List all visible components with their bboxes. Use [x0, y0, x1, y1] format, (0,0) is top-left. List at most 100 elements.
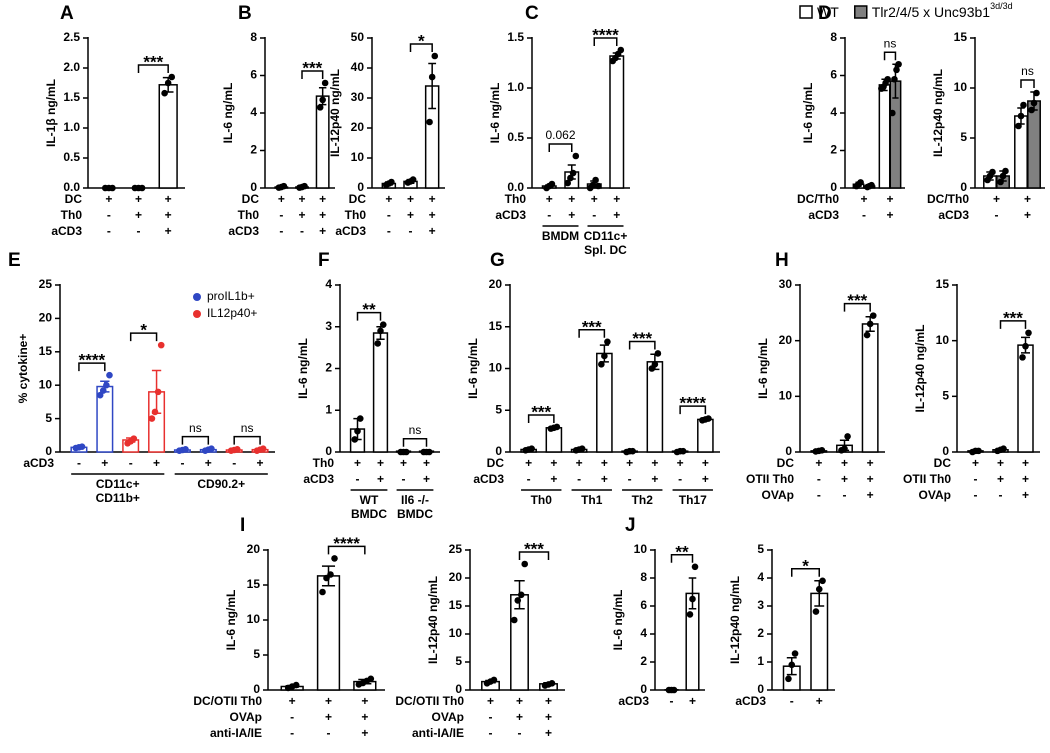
y-tick-label: 3 [757, 598, 764, 612]
significance-bracket [78, 362, 106, 372]
y-tick-label: 1.5 [507, 30, 524, 44]
legend-label: Tlr2/4/5 x Unc93b13d/3d [872, 1, 1013, 19]
significance-label: **** [79, 351, 106, 370]
row-label: OVAp [432, 710, 464, 724]
y-axis-label: IL-6 ng/mL [488, 83, 502, 144]
row-mark: - [974, 488, 978, 502]
data-point [292, 681, 300, 689]
y-tick-label: 15 [39, 344, 53, 358]
row-mark: - [862, 208, 866, 222]
row-mark: + [841, 472, 848, 486]
y-tick-label: 10 [634, 542, 648, 556]
y-tick-label: 2 [757, 626, 764, 640]
group-label: Th17 [679, 493, 707, 507]
error-bar [428, 62, 437, 110]
data-point [154, 388, 162, 396]
row-mark: + [591, 192, 598, 206]
row-mark: + [429, 224, 436, 238]
bar [158, 84, 178, 189]
data-point [553, 423, 561, 431]
y-tick-label: 20 [351, 120, 365, 134]
data-point [1000, 445, 1007, 452]
row-mark: + [400, 456, 407, 470]
y-tick-label: 15 [936, 277, 950, 291]
y-tick-label: 5 [495, 402, 502, 416]
significance-label: **** [333, 534, 360, 553]
significance-label: *** [524, 539, 544, 558]
y-tick-label: 20 [247, 542, 261, 556]
data-point [572, 152, 580, 160]
row-label: OVAp [230, 710, 262, 724]
significance-bracket [548, 143, 573, 152]
y-tick-label: 15 [247, 577, 261, 591]
data-point [301, 182, 308, 190]
row-label: aCD3 [23, 456, 54, 470]
row-mark: + [289, 694, 296, 708]
row-mark: + [361, 694, 368, 708]
data-point [893, 66, 900, 74]
y-tick-label: 0 [757, 682, 764, 696]
data-point [997, 178, 1004, 186]
group-label: BMDC [351, 507, 387, 521]
data-point [490, 676, 498, 684]
y-tick-label: 0.5 [63, 150, 80, 164]
data-point [999, 172, 1007, 180]
y-tick-label: 0 [250, 180, 257, 194]
y-tick-label: 30 [351, 90, 365, 104]
row-label: anti-IA/IE [210, 726, 262, 740]
data-point [604, 338, 611, 346]
significance-bracket [679, 405, 707, 415]
y-axis-label: IL-12p40 ng/mL [426, 576, 440, 664]
legend-swatch [799, 5, 813, 19]
data-point [578, 445, 586, 452]
row-mark: - [387, 208, 391, 222]
row-label: Th0 [345, 208, 367, 222]
legend-sup: 3d/3d [990, 1, 1013, 11]
significance-bracket [628, 340, 656, 350]
y-axis-label: IL-12p40 ng/mL [913, 324, 927, 412]
y-tick-label: 4 [325, 277, 332, 291]
significance-bracket [578, 329, 606, 338]
data-point [1022, 342, 1029, 350]
y-tick-label: 8 [830, 30, 837, 44]
y-axis-label: IL-12p40 ng/mL [328, 69, 342, 157]
row-mark: - [129, 456, 133, 470]
row-mark: + [576, 456, 583, 470]
y-tick-label: 2 [250, 143, 257, 157]
data-point [168, 73, 176, 81]
row-label: aCD3 [228, 224, 259, 238]
y-tick-label: 10 [779, 389, 793, 403]
row-label: aCD3 [808, 208, 839, 222]
data-point [402, 448, 410, 456]
data-point [367, 675, 375, 683]
row-mark: + [613, 192, 620, 206]
significance-bracket [181, 435, 210, 445]
y-tick-label: 10 [936, 333, 950, 347]
y-tick-label: 0.0 [63, 180, 80, 194]
bar [609, 55, 625, 189]
significance-bracket [409, 43, 433, 52]
row-mark: + [298, 208, 305, 222]
significance-label: **** [680, 394, 707, 413]
panel-letter: H [775, 250, 789, 271]
data-point [431, 52, 439, 60]
data-point [1020, 101, 1027, 109]
row-mark: + [135, 208, 142, 222]
row-label: DC/Th0 [797, 192, 839, 206]
y-axis-label: IL-6 ng/mL [466, 338, 480, 399]
data-point [99, 387, 107, 394]
row-mark: + [525, 456, 532, 470]
legend-name: WT [817, 4, 839, 20]
row-mark: - [843, 488, 847, 502]
row-mark: + [815, 456, 822, 470]
data-point [548, 679, 556, 687]
row-label: OTII Th0 [903, 472, 951, 486]
y-tick-label: 2.5 [63, 30, 80, 44]
data-point [528, 445, 535, 452]
group-label: BMDM [542, 229, 579, 243]
row-mark: + [997, 456, 1004, 470]
significance-label: ** [675, 542, 689, 561]
data-point [815, 585, 823, 593]
data-point [889, 109, 896, 117]
